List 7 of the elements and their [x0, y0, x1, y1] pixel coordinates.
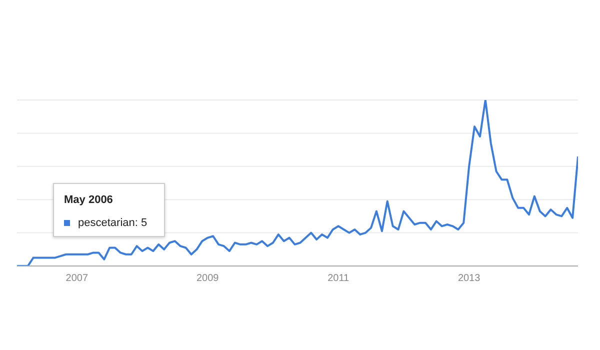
- x-tick-label: 2007: [66, 273, 88, 284]
- annotation: May 2006: [64, 194, 113, 206]
- tooltip-box: May 2006 pescetarian: 5: [53, 183, 165, 237]
- x-tick-label: 2009: [196, 273, 220, 284]
- annotation: pescetarian: 5: [78, 217, 148, 229]
- x-tick-label: 2011: [328, 273, 350, 284]
- x-tick-label: 2013: [458, 273, 481, 284]
